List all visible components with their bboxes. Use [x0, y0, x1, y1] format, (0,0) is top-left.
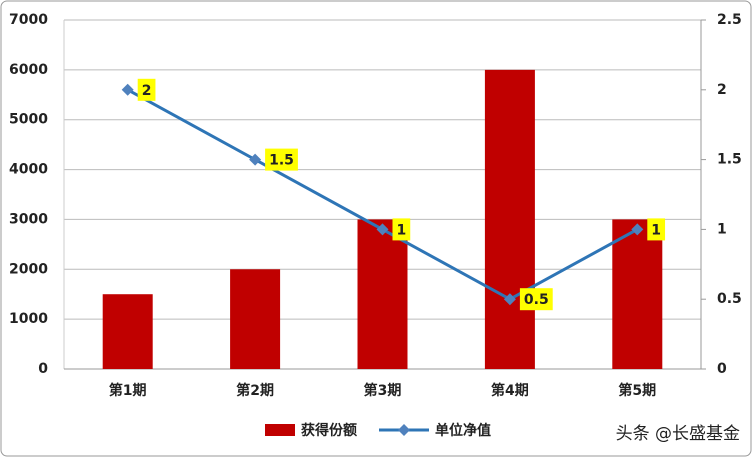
legend-label: 单位净值: [435, 422, 491, 439]
y2-tick-label: 2.5: [717, 12, 742, 28]
data-label: 1.5: [269, 153, 294, 169]
y-tick-label: 6000: [9, 62, 48, 78]
y-tick-label: 0: [38, 361, 48, 377]
x-tick-label: 第3期: [364, 382, 402, 399]
y-tick-label: 1000: [9, 311, 48, 327]
x-tick-label: 第2期: [236, 382, 274, 399]
y-tick-label: 2000: [9, 261, 48, 277]
data-label-background: [137, 78, 156, 101]
legend-label: 获得份额: [301, 422, 357, 439]
y2-tick-label: 1.5: [717, 152, 742, 168]
bar: [612, 219, 663, 369]
line-marker: [631, 223, 644, 236]
y-tick-label: 3000: [9, 211, 48, 227]
bar: [484, 69, 535, 369]
line-marker: [121, 83, 134, 96]
y-tick-label: 7000: [9, 12, 48, 28]
y2-tick-label: 2: [717, 82, 727, 98]
x-tick-label: 第4期: [491, 382, 529, 399]
data-label-background: [265, 148, 298, 171]
watermark: 头条 @长盛基金: [616, 424, 740, 444]
line-marker: [376, 223, 389, 236]
data-label-background: [647, 218, 666, 241]
x-tick-label: 第5期: [618, 382, 656, 399]
data-label: 2: [142, 83, 152, 99]
legend-marker: [398, 424, 410, 436]
data-label: 1: [397, 222, 407, 238]
data-label-background: [392, 218, 411, 241]
y2-tick-label: 0: [717, 361, 727, 377]
line-marker: [249, 153, 262, 166]
bar: [230, 269, 281, 369]
y-tick-label: 5000: [9, 112, 48, 128]
x-tick-label: 第1期: [109, 382, 147, 399]
bar: [102, 294, 153, 369]
legend-swatch: [265, 424, 295, 436]
data-label-background: [519, 288, 553, 311]
bar: [357, 219, 408, 369]
y-tick-label: 4000: [9, 162, 48, 178]
line-marker: [503, 293, 516, 306]
y2-tick-label: 0.5: [717, 291, 742, 307]
data-label: 0.5: [524, 292, 549, 308]
data-label: 1: [651, 222, 661, 238]
y2-tick-label: 1: [717, 221, 727, 237]
